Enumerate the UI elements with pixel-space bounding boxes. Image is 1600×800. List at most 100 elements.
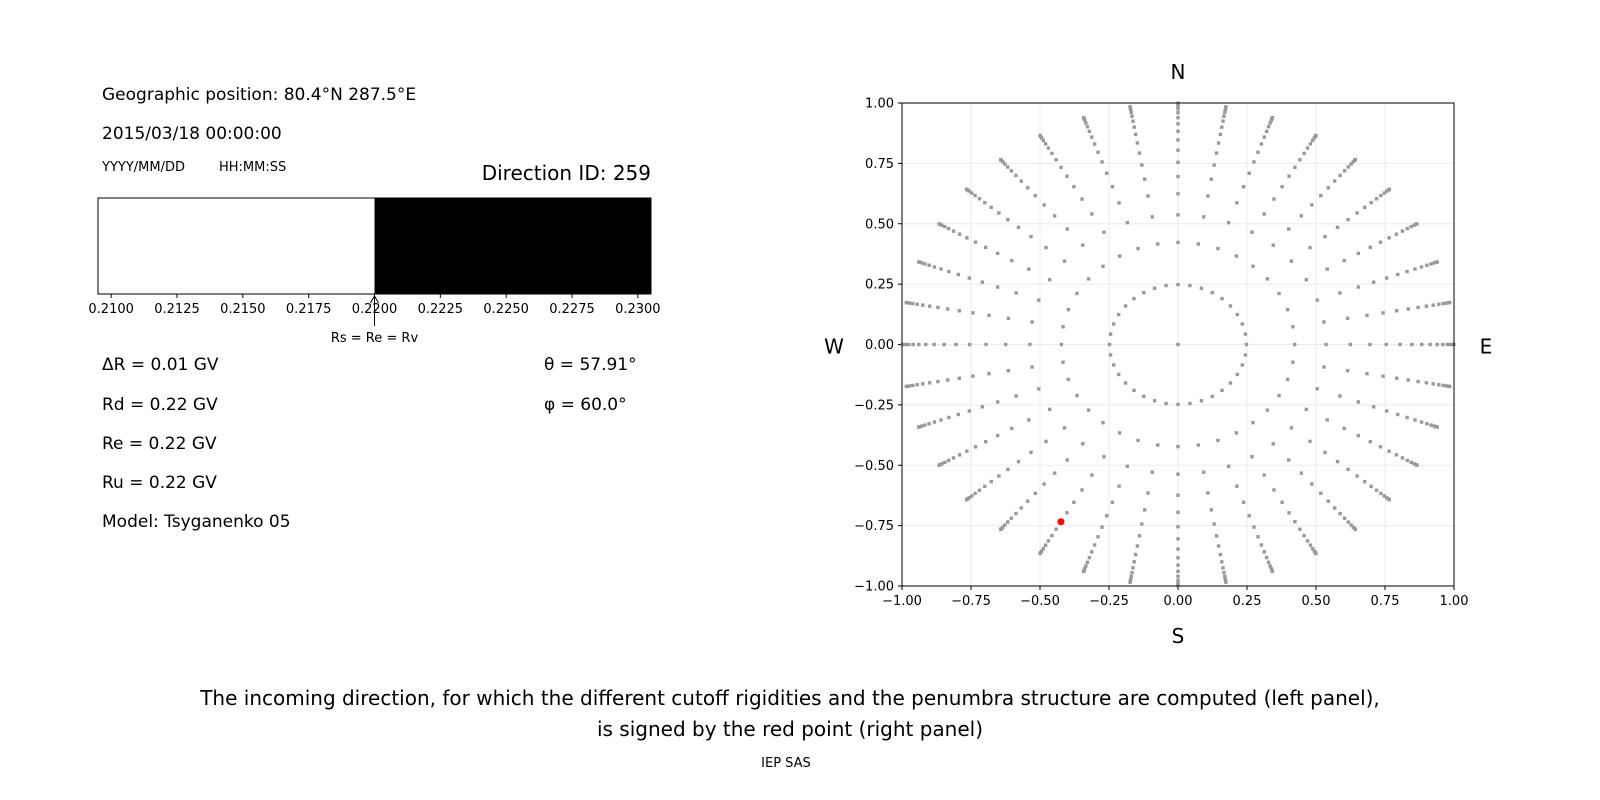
direction-point bbox=[1132, 560, 1136, 564]
direction-point bbox=[1059, 165, 1063, 170]
direction-point bbox=[943, 224, 947, 229]
direction-point bbox=[1062, 426, 1067, 430]
direction-point bbox=[1308, 142, 1313, 146]
direction-point bbox=[1081, 243, 1085, 247]
direction-point bbox=[971, 374, 975, 378]
direction-point bbox=[1029, 450, 1033, 455]
direction-point bbox=[1030, 320, 1034, 324]
direction-point bbox=[1302, 151, 1306, 156]
direction-point bbox=[1338, 511, 1342, 516]
direction-point bbox=[1081, 115, 1086, 120]
direction-point bbox=[1315, 387, 1319, 391]
direction-map: −1.00 −0.75 −0.50 −0.25 0.00 0.25 0.50 0.75 1.00… bbox=[824, 60, 1492, 648]
direction-point bbox=[1176, 129, 1180, 133]
direction-point bbox=[1419, 265, 1424, 269]
direction-point bbox=[1291, 360, 1295, 364]
direction-point bbox=[1220, 296, 1224, 301]
direction-point bbox=[1437, 383, 1441, 387]
direction-point bbox=[1135, 544, 1140, 548]
direction-point bbox=[964, 497, 969, 502]
direction-point bbox=[946, 307, 950, 311]
direction-point bbox=[1085, 125, 1090, 129]
direction-point bbox=[1083, 118, 1087, 123]
direction-point bbox=[1105, 514, 1109, 518]
direction-point bbox=[1220, 388, 1224, 393]
x-tick-label: 0.2175 bbox=[286, 302, 332, 317]
direction-point bbox=[915, 302, 919, 306]
direction-point bbox=[1226, 220, 1231, 225]
direction-point bbox=[1356, 251, 1361, 256]
direction-point bbox=[965, 449, 969, 453]
direction-point bbox=[1441, 301, 1445, 306]
direction-point bbox=[1029, 234, 1033, 239]
direction-point bbox=[1223, 577, 1228, 582]
direction-point bbox=[1346, 165, 1350, 169]
direction-point bbox=[1176, 510, 1180, 515]
direction-point bbox=[1065, 227, 1069, 231]
direction-point bbox=[983, 200, 987, 205]
direction-point bbox=[1382, 191, 1387, 195]
direction-point bbox=[1133, 552, 1138, 557]
direction-point bbox=[1381, 311, 1385, 315]
direction-point bbox=[1111, 322, 1116, 326]
direction-point bbox=[920, 424, 924, 428]
direction-point bbox=[1199, 399, 1204, 403]
direction-point bbox=[1298, 527, 1302, 531]
direction-point bbox=[1287, 511, 1291, 515]
direction-point bbox=[1308, 439, 1312, 444]
rd: Rd = 0.22 GV bbox=[102, 395, 218, 415]
direction-point bbox=[1252, 525, 1256, 529]
direction-point bbox=[1266, 125, 1271, 129]
direction-point bbox=[1210, 290, 1214, 295]
direction-point bbox=[1102, 230, 1106, 234]
direction-point bbox=[1130, 114, 1134, 118]
direction-point bbox=[1176, 282, 1180, 287]
penumbra-segment bbox=[98, 198, 375, 294]
direction-point bbox=[1176, 547, 1180, 551]
direction-point bbox=[1250, 455, 1254, 459]
direction-point bbox=[1323, 234, 1327, 239]
direction-point bbox=[1289, 259, 1294, 263]
direction-point bbox=[1152, 286, 1157, 290]
y-tick-label: −1.00 bbox=[854, 580, 894, 595]
direction-point bbox=[1285, 307, 1290, 312]
x-tick-label: −0.25 bbox=[1089, 594, 1129, 609]
direction-point bbox=[1142, 177, 1147, 181]
direction-point bbox=[1356, 400, 1361, 404]
direction-point bbox=[956, 412, 960, 417]
direction-point bbox=[1394, 453, 1399, 457]
direction-point bbox=[924, 342, 928, 347]
direction-point bbox=[1117, 254, 1122, 258]
direction-point bbox=[983, 439, 988, 444]
x-tick-label: 0.2275 bbox=[549, 302, 595, 317]
direction-point bbox=[1176, 148, 1180, 152]
direction-point bbox=[1349, 523, 1353, 527]
direction-point bbox=[1176, 444, 1180, 449]
direction-point bbox=[1259, 543, 1264, 547]
direction-point bbox=[1338, 291, 1342, 295]
direction-point bbox=[1176, 138, 1180, 142]
direction-point bbox=[1314, 133, 1318, 138]
direction-point bbox=[917, 425, 921, 429]
direction-point bbox=[967, 276, 972, 280]
direction-point bbox=[1420, 342, 1424, 347]
direction-point bbox=[995, 400, 1000, 404]
direction-point bbox=[1304, 277, 1308, 282]
direction-point bbox=[956, 272, 960, 277]
direction-point bbox=[1176, 104, 1180, 108]
direction-point bbox=[1110, 500, 1115, 504]
direction-point bbox=[1387, 236, 1391, 240]
direction-point bbox=[1435, 425, 1439, 429]
direction-point bbox=[1325, 267, 1329, 271]
x-tick-label: 1.00 bbox=[1440, 594, 1469, 609]
direction-point bbox=[1412, 223, 1416, 227]
direction-point bbox=[1096, 150, 1100, 154]
direction-point bbox=[1117, 312, 1121, 317]
direction-point bbox=[1228, 304, 1233, 308]
direction-point bbox=[947, 269, 951, 274]
direction-point bbox=[1059, 342, 1064, 347]
direction-point bbox=[1176, 537, 1180, 541]
direction-point bbox=[1044, 245, 1048, 250]
direction-point bbox=[1156, 443, 1160, 447]
direction-point bbox=[1054, 527, 1058, 531]
